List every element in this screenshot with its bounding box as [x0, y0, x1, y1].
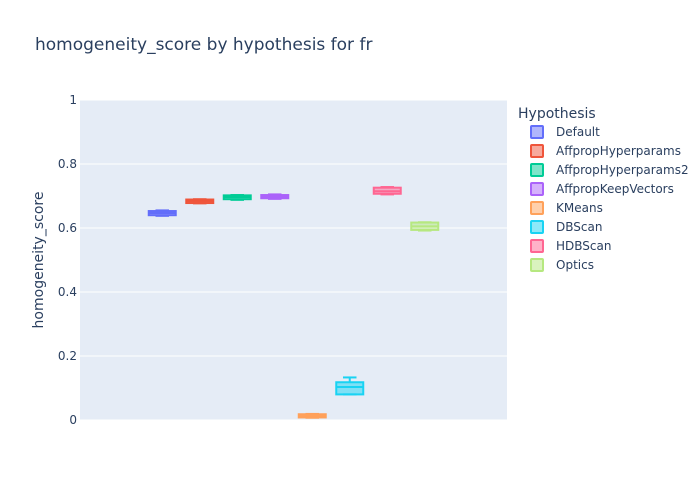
y-tick-label: 1 — [69, 93, 77, 107]
legend-swatch — [530, 163, 544, 177]
y-axis-ticks: 0 0.2 0.4 0.6 0.8 1 — [58, 93, 77, 427]
legend-label: KMeans — [556, 201, 603, 215]
legend-swatch — [530, 201, 544, 215]
chart-title: homogeneity_score by hypothesis for fr — [35, 35, 372, 55]
legend-swatch — [530, 125, 544, 139]
legend-title: Hypothesis — [518, 106, 596, 122]
legend-label: AffpropHyperparams — [556, 144, 681, 158]
box-kmeans[interactable] — [297, 412, 327, 419]
legend-label: DBScan — [556, 220, 602, 234]
box-affprophyperparams2[interactable] — [222, 194, 252, 201]
y-axis-title: homogeneity_score — [31, 192, 47, 329]
legend-swatch — [530, 258, 544, 272]
legend-item-hdbscan[interactable]: HDBScan — [530, 239, 611, 253]
legend-item-dbscan[interactable]: DBScan — [530, 220, 602, 234]
legend-swatch — [530, 239, 544, 253]
legend-swatch — [530, 220, 544, 234]
legend-label: Default — [556, 125, 600, 139]
legend-label: AffpropHyperparams2 — [556, 163, 689, 177]
legend-label: AffpropKeepVectors — [556, 182, 674, 196]
legend-label: Optics — [556, 258, 594, 272]
legend-item-affprophyperparams2[interactable]: AffpropHyperparams2 — [530, 163, 689, 177]
grid-lines — [80, 99, 507, 421]
legend-swatch — [530, 182, 544, 196]
box-affpropkeepvectors[interactable] — [260, 193, 290, 200]
box-affprophyperparams[interactable] — [185, 198, 215, 205]
box-dbscan[interactable] — [335, 376, 365, 396]
y-tick-label: 0.2 — [58, 349, 77, 363]
box-optics[interactable] — [410, 221, 440, 232]
box-hdbscan[interactable] — [372, 186, 402, 196]
plot-area[interactable] — [80, 100, 507, 420]
legend: Default AffpropHyperparams AffpropHyperpar… — [530, 125, 689, 272]
legend-item-kmeans[interactable]: KMeans — [530, 201, 603, 215]
y-tick-label: 0 — [69, 413, 77, 427]
y-tick-label: 0.6 — [58, 221, 77, 235]
legend-item-optics[interactable]: Optics — [530, 258, 594, 272]
box-default[interactable] — [147, 209, 177, 217]
box-body — [335, 381, 365, 396]
legend-swatch — [530, 144, 544, 158]
box-series — [147, 186, 440, 419]
y-tick-label: 0.8 — [58, 157, 77, 171]
legend-item-affprophyperparams[interactable]: AffpropHyperparams — [530, 144, 681, 158]
legend-item-affpropkeepvectors[interactable]: AffpropKeepVectors — [530, 182, 674, 196]
y-tick-label: 0.4 — [58, 285, 77, 299]
legend-item-default[interactable]: Default — [530, 125, 600, 139]
legend-label: HDBScan — [556, 239, 611, 253]
